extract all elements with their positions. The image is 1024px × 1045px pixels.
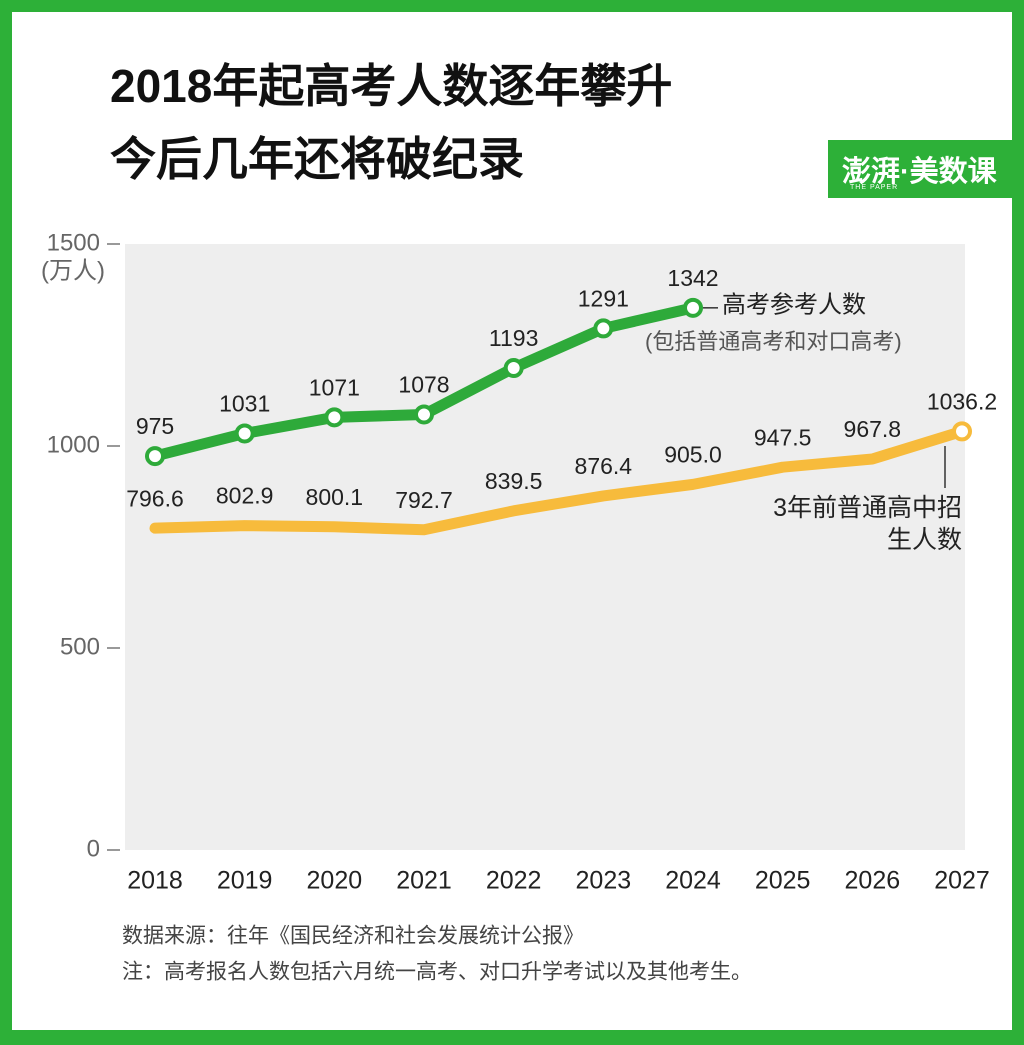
y-axis-unit: (万人) <box>41 257 105 284</box>
value-label: 1071 <box>309 374 360 400</box>
x-tick-label: 2020 <box>307 867 363 895</box>
value-label: 1291 <box>578 286 629 312</box>
x-tick-label: 2019 <box>217 867 273 895</box>
point <box>414 404 434 425</box>
value-label: 947.5 <box>754 424 812 450</box>
x-tick-label: 2023 <box>576 867 632 895</box>
footnote: 注：高考报名人数包括六月统一高考、对口升学考试以及其他考生。 <box>122 961 752 984</box>
logo-subtitle: THE PAPER <box>850 184 899 191</box>
value-label: 967.8 <box>844 416 902 442</box>
value-label: 796.6 <box>126 485 184 511</box>
point <box>324 407 345 428</box>
value-label: 1342 <box>667 265 718 291</box>
value-label: 1031 <box>219 391 270 417</box>
value-label: 802.9 <box>216 483 274 509</box>
x-tick-label: 2026 <box>845 867 901 895</box>
point <box>683 297 703 318</box>
logo: 澎湃·美数课 THE PAPER <box>828 140 1012 198</box>
y-tick-label: 1500 <box>47 229 100 256</box>
point <box>234 423 255 444</box>
y-tick-label: 1000 <box>47 431 100 458</box>
value-label: 800.1 <box>306 484 364 510</box>
footnote: 数据来源：往年《国民经济和社会发展统计公报》 <box>122 925 584 948</box>
point <box>593 318 614 339</box>
x-tick-label: 2027 <box>934 867 990 895</box>
value-label: 1193 <box>489 325 538 351</box>
point <box>952 421 972 442</box>
value-label: 1036.2 <box>927 388 997 414</box>
x-tick-label: 2021 <box>396 867 452 895</box>
y-tick-label: 500 <box>60 633 100 660</box>
x-tick-label: 2022 <box>486 867 542 895</box>
legend-label: 3年前普通高中招生人数 <box>773 494 962 554</box>
y-tick-label: 0 <box>87 835 100 862</box>
x-tick-label: 2024 <box>665 867 721 895</box>
value-label: 876.4 <box>575 453 633 479</box>
logo-text: 澎湃·美数课 <box>842 156 997 188</box>
legend-label: 高考参考人数 <box>722 291 866 318</box>
point <box>145 446 165 467</box>
value-label: 839.5 <box>485 468 543 494</box>
value-label: 975 <box>136 413 174 439</box>
x-tick-label: 2018 <box>127 867 183 895</box>
point <box>503 358 524 379</box>
value-label: 792.7 <box>395 487 453 513</box>
plot-background <box>125 244 965 850</box>
chart-title: 今后几年还将破纪录 <box>110 133 524 185</box>
value-label: 1078 <box>398 372 449 398</box>
line <box>149 425 968 536</box>
value-label: 905.0 <box>664 441 722 467</box>
chart-title: 2018年起高考人数逐年攀升 <box>110 60 672 112</box>
legend-note: (包括普通高考和对口高考) <box>645 329 902 354</box>
x-tick-label: 2025 <box>755 867 811 895</box>
